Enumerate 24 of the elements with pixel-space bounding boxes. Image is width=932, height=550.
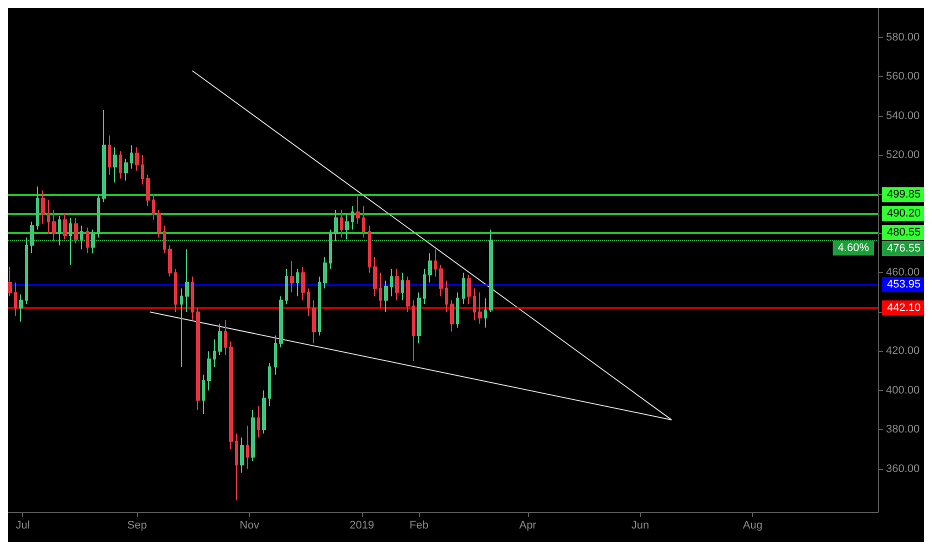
y-tick-label: 540.00 [886,110,920,122]
ref-line-label: 453.95 [887,278,921,291]
x-tick-label: Feb [410,520,429,532]
y-tick-label: 520.00 [886,149,920,162]
ref-line-label: 499.85 [887,188,921,201]
x-tick-label: Jul [16,520,30,532]
x-tick-label: Aug [742,520,762,532]
x-tick-label: Nov [240,520,260,532]
ref-line-label: 480.55 [887,226,921,238]
x-tick-label: Apr [519,520,537,532]
y-tick-label: 400.00 [886,384,920,396]
ref-line-label: 490.20 [887,208,921,220]
y-tick-label: 460.00 [886,266,920,279]
y-tick-label: 360.00 [886,462,920,475]
y-tick-label: 580.00 [886,31,920,44]
x-tick-label: 2019 [350,520,374,532]
x-tick-label: Sep [127,520,147,532]
ref-line-label: 442.10 [887,302,921,314]
annotation: 4.60% [838,242,870,254]
x-tick-label: Jun [631,520,650,532]
y-tick-label: 420.00 [886,345,920,358]
y-tick-label: 560.00 [886,70,920,83]
y-tick-label: 380.00 [886,424,920,436]
ref-line-label: 476.55 [887,242,921,254]
